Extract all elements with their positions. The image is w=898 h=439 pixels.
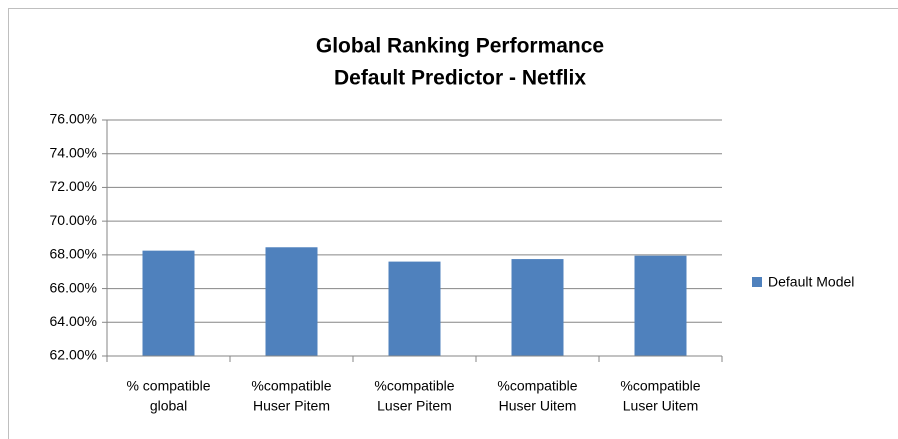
x-tick-label: Luser Uitem — [623, 398, 698, 414]
x-tick-label: global — [150, 398, 187, 414]
y-tick-label: 66.00% — [50, 279, 97, 295]
chart-border — [8, 8, 898, 439]
y-tick-label: 72.00% — [50, 178, 97, 194]
x-tick-label: Luser Pitem — [377, 398, 452, 414]
bar — [265, 247, 318, 356]
x-tick-label: %compatible — [251, 378, 331, 394]
y-tick-label: 70.00% — [50, 212, 97, 228]
bar — [142, 250, 195, 356]
x-tick-label: % compatible — [126, 378, 210, 394]
y-tick-label: 62.00% — [50, 347, 97, 363]
bar — [634, 255, 687, 356]
chart-title: Global Ranking Performance — [316, 35, 604, 58]
x-tick-label: %compatible — [620, 378, 700, 394]
x-tick-label: Huser Uitem — [499, 398, 577, 414]
y-tick-label: 74.00% — [50, 144, 97, 160]
y-tick-label: 64.00% — [50, 313, 97, 329]
legend-swatch — [752, 277, 762, 287]
x-tick-label: Huser Pitem — [253, 398, 330, 414]
x-tick-label: %compatible — [374, 378, 454, 394]
bar — [511, 259, 564, 356]
chart-title: Default Predictor - Netflix — [334, 67, 586, 90]
y-tick-label: 68.00% — [50, 246, 97, 262]
legend-label: Default Model — [768, 274, 854, 290]
bar — [388, 261, 441, 356]
y-tick-label: 76.00% — [50, 111, 97, 127]
x-tick-label: %compatible — [497, 378, 577, 394]
